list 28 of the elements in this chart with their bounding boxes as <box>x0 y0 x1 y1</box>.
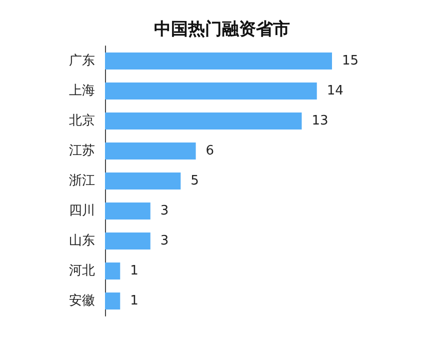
data-label: 3 <box>160 234 169 248</box>
bar <box>105 202 150 220</box>
chart-title: 中国热门融资省市 <box>154 20 290 40</box>
y-tick-label: 浙江 <box>69 174 95 188</box>
data-label: 15 <box>342 54 359 68</box>
y-tick-label: 安徽 <box>69 292 95 308</box>
bar <box>105 292 120 310</box>
bar <box>105 52 332 70</box>
data-label: 14 <box>326 84 344 98</box>
y-tick-label: 河北 <box>69 264 95 278</box>
y-tick-label: 江苏 <box>69 144 95 158</box>
bar <box>105 142 196 160</box>
data-label: 5 <box>190 174 199 188</box>
data-label: 13 <box>312 114 328 128</box>
data-label: 1 <box>130 264 138 278</box>
bar <box>105 262 120 280</box>
bar <box>105 172 181 190</box>
data-label: 6 <box>206 144 214 158</box>
y-tick-label: 山东 <box>69 234 95 248</box>
data-label: 1 <box>130 294 138 308</box>
y-tick-label: 北京 <box>69 114 95 128</box>
y-tick-label: 上海 <box>69 84 95 98</box>
bar <box>105 112 302 130</box>
bar <box>105 232 150 250</box>
data-label: 3 <box>160 204 169 218</box>
y-tick-label: 四川 <box>69 204 95 218</box>
bar <box>105 82 317 100</box>
y-tick-label: 广东 <box>69 54 95 68</box>
